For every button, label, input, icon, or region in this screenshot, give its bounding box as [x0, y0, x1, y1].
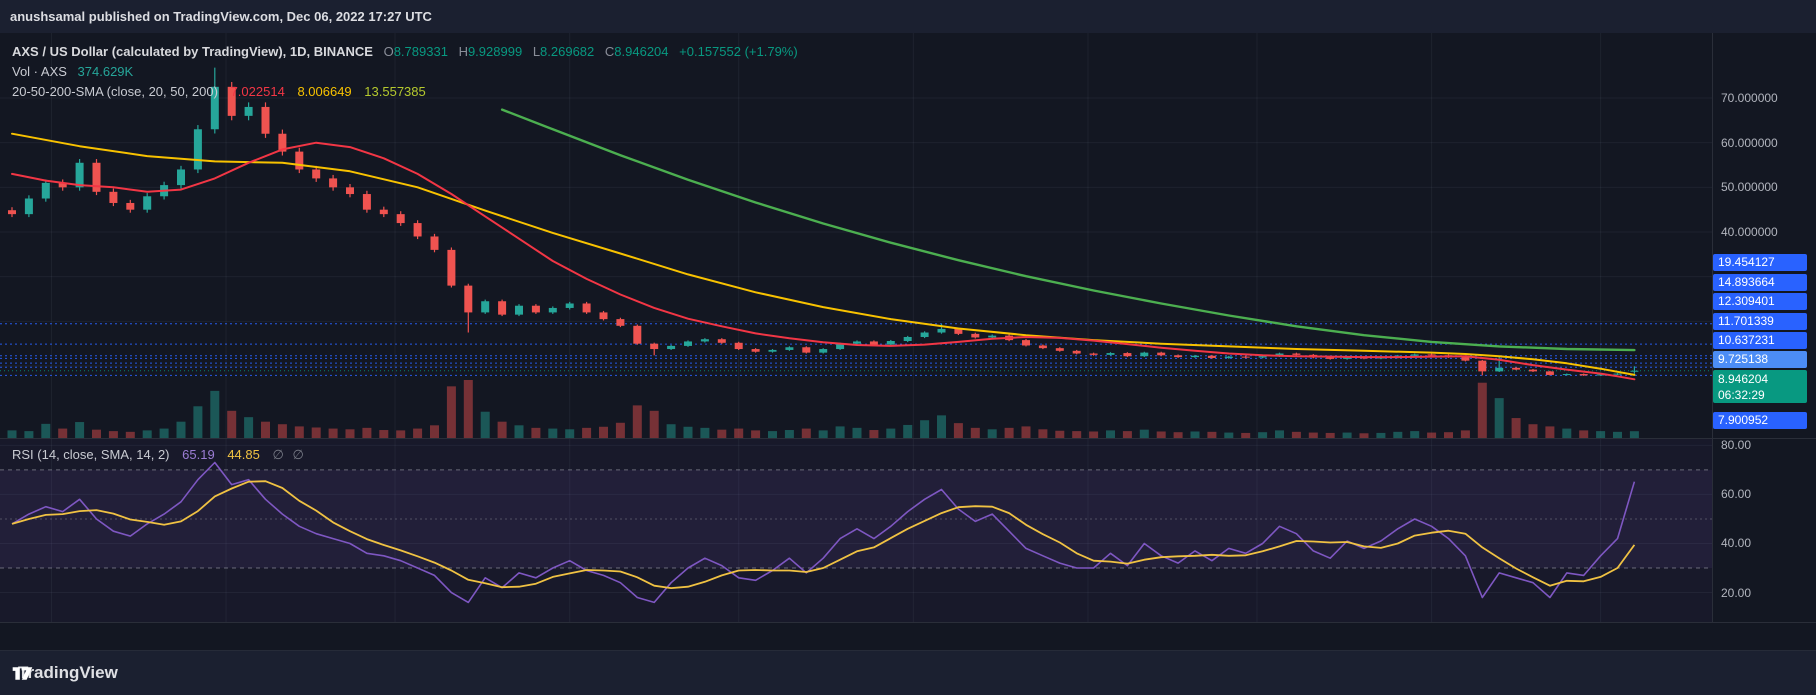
chart-container[interactable]: AXS / US Dollar (calculated by TradingVi… — [0, 33, 1816, 650]
symbol-legend[interactable]: AXS / US Dollar (calculated by TradingVi… — [12, 44, 798, 59]
tradingview-logo[interactable] — [10, 661, 35, 686]
last-price-label: 8.946204 06:32:29 — [1713, 370, 1807, 403]
bar-countdown: 06:32:29 — [1718, 388, 1765, 402]
rsi-tick-label: 20.00 — [1721, 585, 1752, 600]
symbol-title: AXS / US Dollar (calculated by TradingVi… — [12, 44, 373, 59]
sma50-value: 8.006649 — [297, 84, 352, 99]
price-chart-canvas[interactable] — [0, 33, 1712, 438]
last-price-value: 8.946204 — [1718, 372, 1769, 386]
rsi-hidden-2: ∅ — [292, 447, 304, 462]
close-label: C — [604, 44, 615, 59]
high-value: 9.928999 — [467, 44, 523, 59]
rsi-hidden-1: ∅ — [272, 447, 284, 462]
price-level-label: 9.725138 — [1713, 351, 1807, 368]
high-label: H — [458, 44, 468, 59]
price-level-label: 14.893664 — [1713, 274, 1807, 291]
rsi-tick-label: 60.00 — [1721, 487, 1752, 502]
rsi-tick-label: 80.00 — [1721, 438, 1752, 453]
sma-label: 20-50-200-SMA (close, 20, 50, 200) — [12, 84, 218, 99]
time-axis[interactable]: MarAprMayJunJulAugSepOctNovDec — [0, 622, 1816, 650]
price-tick-label: 60.000000 — [1721, 135, 1778, 150]
price-level-label: 19.454127 — [1713, 254, 1807, 271]
open-value: 8.789331 — [393, 44, 448, 59]
price-axis-separator — [1712, 33, 1713, 622]
low-value: 8.269682 — [540, 44, 595, 59]
rsi-chart-canvas[interactable] — [0, 438, 1712, 622]
price-level-label: 7.900952 — [1713, 412, 1807, 429]
volume-legend[interactable]: Vol · AXS 374.629K — [12, 64, 133, 79]
price-level-label: 10.637231 — [1713, 332, 1807, 349]
time-axis-divider — [0, 622, 1816, 623]
sma-legend[interactable]: 20-50-200-SMA (close, 20, 50, 200) 7.022… — [12, 84, 426, 99]
publish-text: anushsamal published on TradingView.com,… — [10, 9, 432, 24]
change-value: +0.157552 (+1.79%) — [679, 44, 798, 59]
volume-value: 374.629K — [77, 64, 134, 79]
price-level-label: 12.309401 — [1713, 293, 1807, 310]
price-tick-label: 50.000000 — [1721, 180, 1778, 195]
price-tick-label: 40.000000 — [1721, 225, 1778, 239]
price-tick-label: 70.000000 — [1721, 91, 1778, 105]
pane-divider[interactable] — [0, 438, 1816, 439]
sma200-value: 13.557385 — [364, 84, 426, 99]
rsi-sma-value: 44.85 — [227, 447, 260, 462]
rsi-legend[interactable]: RSI (14, close, SMA, 14, 2) 65.19 44.85 … — [12, 447, 304, 463]
rsi-tick-label: 40.00 — [1721, 536, 1752, 551]
volume-label: Vol · AXS — [12, 64, 67, 79]
rsi-label: RSI (14, close, SMA, 14, 2) — [12, 447, 170, 462]
rsi-value: 65.19 — [182, 447, 215, 462]
price-level-label: 11.701339 — [1713, 313, 1807, 330]
publish-bar: anushsamal published on TradingView.com,… — [0, 0, 1816, 33]
open-label: O — [383, 44, 394, 59]
tradingview-wordmark[interactable]: TradingView — [18, 663, 118, 682]
sma20-value: 7.022514 — [230, 84, 285, 99]
close-value: 8.946204 — [614, 44, 669, 59]
low-label: L — [532, 44, 541, 59]
footer-bar: TradingView — [0, 650, 1816, 695]
